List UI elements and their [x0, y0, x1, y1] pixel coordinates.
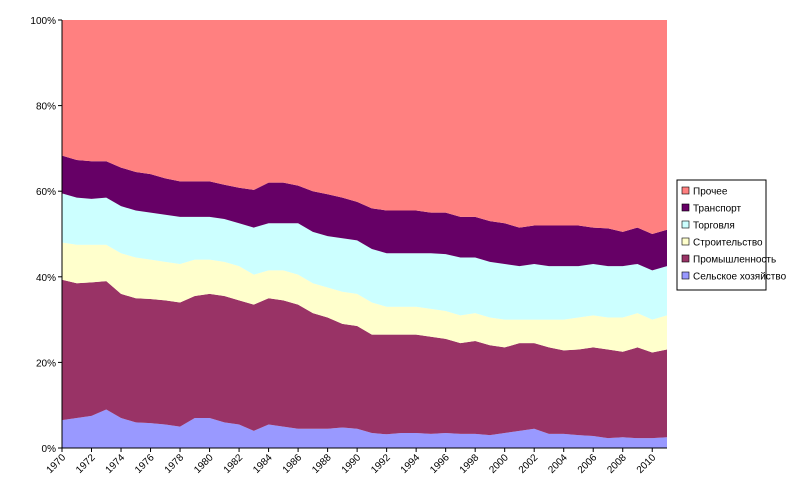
legend-label: Транспорт	[693, 204, 742, 215]
area	[62, 279, 667, 439]
x-tick-label: 1974	[104, 452, 128, 476]
x-tick-label: 2002	[517, 452, 541, 476]
legend-box	[676, 179, 767, 291]
y-tick-label: 40%	[36, 273, 56, 284]
x-tick-label: 1980	[192, 452, 216, 476]
x-tick-label: 1992	[369, 452, 393, 476]
x-tick-label: 1984	[251, 452, 275, 476]
x-tick-label: 1996	[428, 452, 452, 476]
legend-swatch	[681, 186, 690, 195]
x-tick-label: 2010	[635, 452, 659, 476]
legend: Прочее Транспорт Торговля Строительство Пром…	[676, 179, 787, 291]
x-tick-label: 1972	[74, 452, 98, 476]
x-tick-label: 1978	[163, 452, 187, 476]
x-tick-label: 2004	[546, 452, 570, 476]
legend-label: Строительство	[693, 238, 763, 249]
legend-swatch	[681, 237, 690, 246]
y-tick-label: 0%	[42, 444, 57, 455]
legend-label: Сельское хозяйство	[693, 272, 787, 283]
x-tick-label: 1970	[45, 452, 69, 476]
x-tick-label: 2008	[605, 452, 629, 476]
x-tick-label: 1988	[310, 452, 334, 476]
x-tick-label: 1986	[281, 452, 305, 476]
area	[62, 20, 667, 234]
y-tick-label: 60%	[36, 187, 56, 198]
legend-label: Торговля	[693, 221, 735, 232]
area	[62, 155, 667, 271]
x-tick-label: 1982	[222, 452, 246, 476]
legend-swatch	[681, 220, 690, 229]
area	[62, 409, 667, 448]
legend-label: Промышленность	[693, 255, 776, 266]
x-tick-label: 2000	[487, 452, 511, 476]
y-tick-label: 100%	[30, 16, 56, 27]
x-tick-label: 2006	[576, 452, 600, 476]
x-tick-label: 1990	[340, 452, 364, 476]
x-tick-label: 1976	[133, 452, 157, 476]
y-tick-label: 80%	[36, 102, 56, 113]
x-tick-label: 1994	[399, 452, 423, 476]
y-tick-label: 20%	[36, 358, 56, 369]
legend-swatch	[681, 271, 690, 280]
legend-swatch	[681, 203, 690, 212]
area	[62, 242, 667, 353]
x-tick-label: 1998	[458, 452, 482, 476]
area	[62, 193, 667, 320]
legend-swatch	[681, 254, 690, 263]
legend-label: Прочее	[693, 187, 728, 198]
